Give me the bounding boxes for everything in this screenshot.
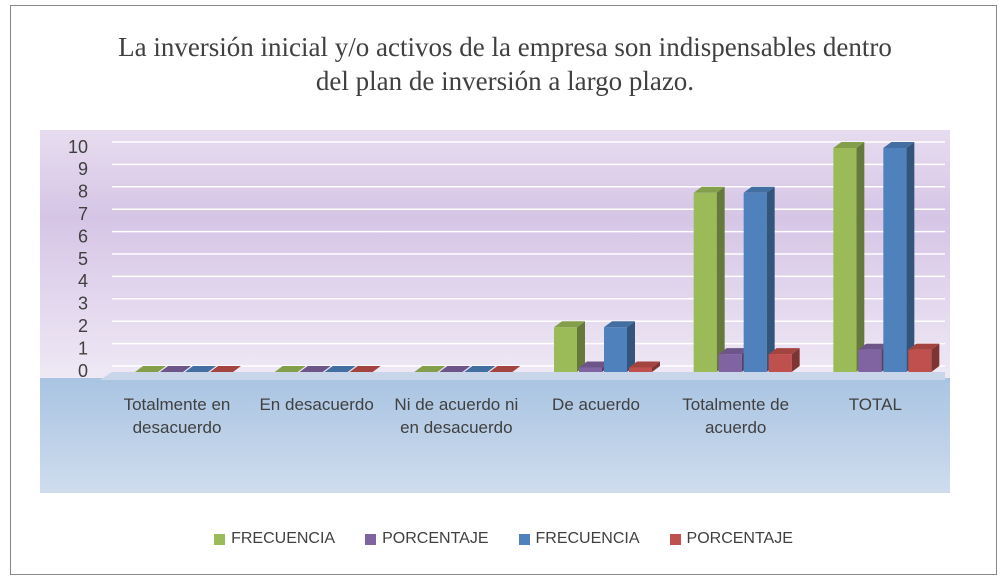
y-tick-label: 3	[78, 294, 88, 314]
bar	[908, 349, 932, 372]
legend-swatch	[518, 533, 530, 545]
bar-side	[577, 321, 585, 372]
legend-item: FRECUENCIA	[518, 530, 640, 548]
legend-item: PORCENTAJE	[669, 530, 793, 548]
bar-top	[693, 186, 725, 193]
bar-top	[883, 142, 915, 148]
bar-top	[718, 348, 750, 355]
bar-top	[604, 321, 635, 328]
bar-top	[349, 366, 381, 372]
bar-top	[833, 142, 865, 148]
x-tick-label: Totalmente de acuerdo	[682, 395, 790, 437]
bar-side	[627, 321, 635, 372]
bar-top	[768, 348, 800, 355]
legend-swatch	[365, 533, 377, 545]
bar-top	[439, 366, 471, 372]
legend-label: PORCENTAJE	[686, 530, 793, 547]
bar-side	[766, 186, 775, 372]
y-tick-label: 4	[78, 271, 88, 291]
bar	[629, 367, 652, 372]
bar-top	[414, 366, 446, 372]
bar	[883, 148, 907, 372]
legend-label: PORCENTAJE	[382, 530, 489, 547]
y-tick-label: 5	[78, 249, 88, 269]
bar-top	[554, 321, 585, 328]
x-tick-label: De acuerdo	[552, 395, 640, 414]
bar	[579, 367, 602, 372]
bar-top	[464, 366, 496, 372]
bar-side	[791, 348, 800, 372]
bar-top	[210, 366, 241, 372]
bar-top	[629, 361, 660, 368]
legend-swatch	[214, 533, 226, 545]
bar-top	[489, 366, 521, 372]
bar-top	[185, 366, 216, 372]
bar-side	[856, 142, 865, 372]
y-tick-label: 8	[78, 182, 88, 202]
bar-side	[652, 361, 660, 372]
y-tick-label: 6	[78, 226, 88, 246]
bar-top	[160, 366, 191, 372]
x-tick-label: Totalmente en desacuerdo	[123, 395, 231, 437]
bar-side	[931, 343, 940, 372]
y-tick-label: 10	[68, 137, 88, 157]
bar-top	[274, 366, 306, 372]
bar-top	[743, 186, 775, 193]
bar	[554, 327, 577, 372]
bar-top	[858, 343, 890, 350]
bar-top	[579, 361, 610, 368]
bar	[833, 148, 857, 372]
y-tick-label: 1	[78, 338, 88, 358]
plot-wall	[40, 130, 950, 380]
x-tick-label: TOTAL	[848, 395, 902, 414]
bar-top	[299, 366, 331, 372]
bar	[743, 192, 767, 372]
legend: FRECUENCIA PORCENTAJE FRECUENCIA PORCENTAJE	[0, 530, 1007, 548]
chart-title: La inversión inicial y/o activos de la e…	[118, 32, 892, 96]
bar-top	[908, 343, 940, 350]
bar-side	[906, 142, 915, 372]
legend-label: FRECUENCIA	[231, 530, 336, 547]
bar	[693, 192, 717, 372]
legend-label: FRECUENCIA	[535, 530, 640, 547]
bar	[604, 327, 627, 372]
x-tick-label: En desacuerdo	[259, 395, 374, 414]
floor-edge	[100, 372, 945, 380]
bar	[858, 349, 882, 372]
legend-item: PORCENTAJE	[365, 530, 489, 548]
y-tick-label: 0	[78, 361, 88, 381]
bar-top	[324, 366, 356, 372]
bar	[768, 354, 792, 372]
y-tick-label: 7	[78, 204, 88, 224]
y-tick-label: 2	[78, 316, 88, 336]
bar	[718, 354, 742, 372]
plot-floor	[40, 378, 950, 493]
bar-top	[135, 366, 166, 372]
legend-item: FRECUENCIA	[214, 530, 335, 548]
legend-swatch	[669, 533, 681, 545]
bar-side	[716, 186, 725, 372]
x-tick-label: Ni de acuerdo ni en desacuerdo	[394, 395, 519, 437]
y-tick-label: 9	[78, 159, 88, 179]
